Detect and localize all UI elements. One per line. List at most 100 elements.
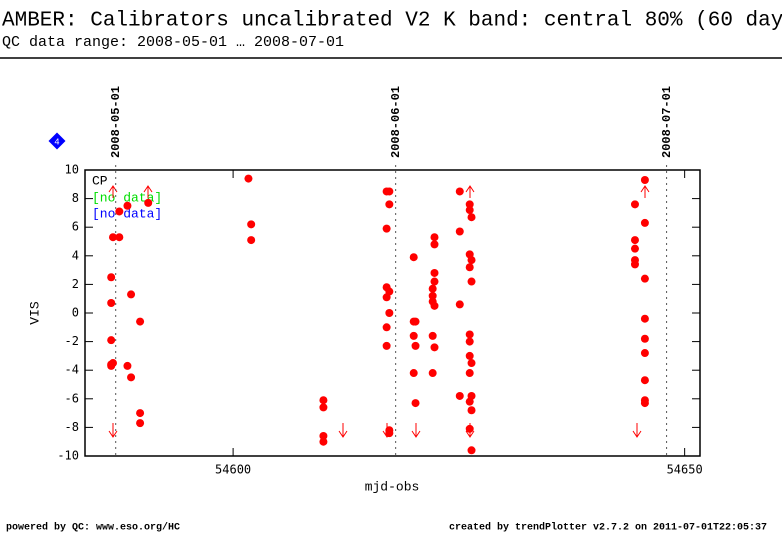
point xyxy=(428,284,437,293)
point xyxy=(465,206,474,215)
point xyxy=(319,437,328,446)
point xyxy=(467,391,476,400)
point xyxy=(465,200,474,209)
date-label: 2008-07-01 xyxy=(660,86,674,158)
point xyxy=(467,213,476,222)
arrow xyxy=(411,423,421,438)
point xyxy=(640,334,649,343)
point xyxy=(107,273,116,282)
point xyxy=(430,301,439,310)
y-axis-label: VIS xyxy=(27,301,42,325)
footer-right: created by trendPlotter v2.7.2 on 2011-0… xyxy=(449,522,767,534)
point xyxy=(319,403,328,412)
y-tick-label: 2 xyxy=(72,277,79,291)
arrow xyxy=(640,185,650,198)
point xyxy=(640,314,649,323)
badge-text: 4 xyxy=(54,137,59,147)
y-tick-label: 10 xyxy=(65,163,79,177)
point xyxy=(385,309,394,317)
badge: 4 xyxy=(48,132,66,150)
point xyxy=(465,330,474,339)
point xyxy=(455,227,464,236)
point xyxy=(455,187,464,196)
point xyxy=(409,369,418,378)
point xyxy=(430,233,439,242)
point xyxy=(409,253,418,262)
point xyxy=(385,187,394,196)
point xyxy=(136,419,145,428)
point xyxy=(630,236,639,245)
x-axis-label: mjd-obs xyxy=(365,479,420,494)
point xyxy=(640,349,649,358)
out-of-range-arrows xyxy=(108,185,650,438)
arrow xyxy=(108,423,118,438)
point xyxy=(107,298,116,307)
point xyxy=(385,429,394,438)
arrow xyxy=(632,423,642,438)
legend-entry: CP xyxy=(92,173,108,188)
y-tick-label: -6 xyxy=(65,391,79,405)
point xyxy=(247,236,256,245)
point xyxy=(640,218,649,227)
point xyxy=(430,343,439,352)
point xyxy=(465,263,474,272)
point xyxy=(455,300,464,309)
footer-left: powered by QC: www.eso.org/HC xyxy=(6,522,180,534)
point xyxy=(465,424,474,433)
date-label: 2008-06-01 xyxy=(389,86,403,158)
point xyxy=(247,220,256,229)
point xyxy=(630,244,639,253)
point xyxy=(640,176,649,185)
point xyxy=(385,287,394,296)
point xyxy=(108,359,117,368)
point xyxy=(465,337,474,346)
point xyxy=(115,233,124,242)
point xyxy=(467,406,476,415)
point xyxy=(123,361,132,370)
y-tick-label: -4 xyxy=(65,363,79,377)
point xyxy=(411,317,420,326)
point xyxy=(123,201,132,210)
point xyxy=(136,317,145,326)
point xyxy=(630,200,639,209)
point xyxy=(465,351,474,360)
legend-entry: [no data] xyxy=(92,206,162,221)
point xyxy=(428,369,437,378)
point xyxy=(411,399,420,408)
point xyxy=(630,260,639,269)
point xyxy=(430,240,439,249)
point xyxy=(115,207,124,216)
point xyxy=(455,391,464,400)
point xyxy=(467,446,476,455)
point xyxy=(640,399,649,408)
y-tick-label: -2 xyxy=(65,334,79,348)
point xyxy=(411,341,420,350)
point xyxy=(430,268,439,277)
point xyxy=(428,331,437,340)
point xyxy=(244,174,253,183)
point xyxy=(409,331,418,340)
point xyxy=(640,274,649,283)
point xyxy=(640,376,649,385)
y-tick-label: -8 xyxy=(65,420,79,434)
arrow xyxy=(143,185,153,198)
point xyxy=(107,336,116,345)
y-tick-label: 0 xyxy=(72,306,79,320)
point xyxy=(467,277,476,286)
point xyxy=(144,198,153,207)
point xyxy=(385,200,394,209)
chart-title: AMBER: Calibrators uncalibrated V2 K ban… xyxy=(2,10,782,33)
point xyxy=(382,323,391,332)
point xyxy=(467,256,476,265)
point xyxy=(319,431,328,440)
arrow xyxy=(338,423,348,438)
point xyxy=(382,341,391,350)
chart-subtitle: QC data range: 2008-05-01 … 2008-07-01 xyxy=(2,34,344,51)
y-tick-label: 8 xyxy=(72,191,79,205)
y-tick-label: 6 xyxy=(72,220,79,234)
y-tick-label: 4 xyxy=(72,248,79,262)
point xyxy=(136,409,145,418)
point xyxy=(108,233,117,242)
point xyxy=(467,359,476,368)
